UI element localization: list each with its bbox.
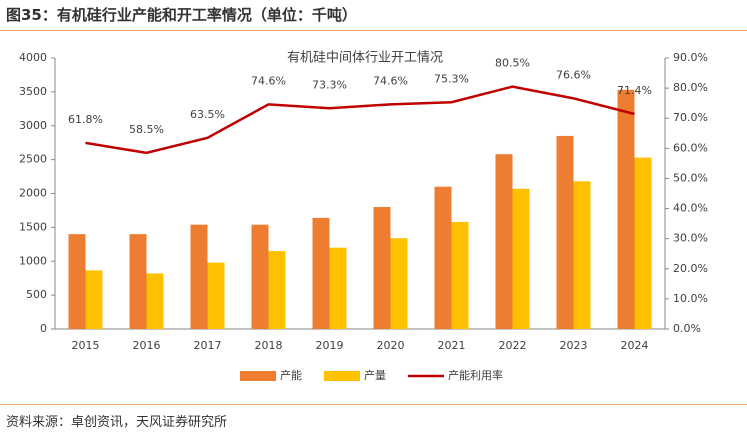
y2-tick-label: 80.0%: [673, 81, 708, 94]
y2-tick-label: 50.0%: [673, 171, 708, 184]
data-label: 80.5%: [495, 57, 530, 70]
bar: [146, 273, 164, 329]
bar: [390, 238, 408, 329]
bar: [373, 207, 391, 329]
x-tick-label: 2022: [499, 339, 527, 352]
header-rule: [0, 30, 747, 31]
bar: [85, 270, 103, 329]
bar: [190, 224, 208, 329]
bar: [495, 154, 513, 329]
figure-title: 图35：有机硅行业产能和开工率情况（单位：千吨）: [6, 6, 357, 24]
x-tick-label: 2023: [560, 339, 588, 352]
data-label: 58.5%: [129, 123, 164, 136]
legend-label: 产量: [364, 368, 386, 382]
x-tick-label: 2015: [72, 339, 100, 352]
bar: [556, 135, 574, 329]
data-label: 74.6%: [251, 74, 286, 87]
y-tick-label: 1000: [19, 254, 47, 267]
y-tick-label: 500: [26, 288, 47, 301]
x-tick-label: 2018: [255, 339, 283, 352]
y-tick-label: 2500: [19, 153, 47, 166]
y2-tick-label: 40.0%: [673, 202, 708, 215]
footer-rule: [0, 404, 747, 405]
y2-tick-label: 0.0%: [673, 322, 701, 335]
bar: [312, 217, 330, 329]
bar: [634, 157, 652, 329]
bar: [251, 224, 269, 329]
data-label: 71.4%: [617, 84, 652, 97]
bar: [512, 188, 530, 329]
y2-tick-label: 90.0%: [673, 51, 708, 64]
bar: [68, 234, 86, 329]
y-tick-label: 4000: [19, 51, 47, 64]
data-label: 75.3%: [434, 72, 469, 85]
data-label: 76.6%: [556, 68, 591, 81]
x-tick-label: 2021: [438, 339, 466, 352]
bar: [268, 251, 286, 329]
y-tick-label: 0: [40, 322, 47, 335]
x-tick-label: 2020: [377, 339, 405, 352]
legend-label: 产能: [280, 368, 302, 382]
bar: [329, 247, 347, 329]
y-tick-label: 2000: [19, 187, 47, 200]
data-label: 63.5%: [190, 108, 225, 121]
y-tick-label: 1500: [19, 220, 47, 233]
x-tick-label: 2019: [316, 339, 344, 352]
legend-swatch: [324, 371, 360, 381]
chart-title: 有机硅中间体行业开工情况: [287, 51, 443, 66]
chart: 有机硅中间体行业开工情况 0 500 1000 1500 2000 2500 3000 350…: [19, 51, 708, 383]
y-tick-label: 3000: [19, 119, 47, 132]
bar: [451, 221, 469, 329]
y2-tick-label: 70.0%: [673, 111, 708, 124]
bar: [573, 181, 591, 329]
bar: [617, 89, 635, 329]
y2-tick-label: 60.0%: [673, 141, 708, 154]
bar: [207, 262, 225, 329]
x-tick-label: 2016: [133, 339, 161, 352]
y2-tick-label: 20.0%: [673, 262, 708, 275]
bar: [434, 186, 452, 329]
data-label: 74.6%: [373, 74, 408, 87]
bar: [129, 234, 147, 329]
legend-swatch: [240, 371, 276, 381]
y-tick-label: 3500: [19, 85, 47, 98]
x-tick-label: 2024: [621, 339, 649, 352]
x-tick-label: 2017: [194, 339, 222, 352]
y2-tick-label: 30.0%: [673, 232, 708, 245]
legend-label: 产能利用率: [448, 368, 503, 382]
y2-tick-label: 10.0%: [673, 292, 708, 305]
line: [85, 85, 635, 155]
source-note: 资料来源：卓创资讯，天风证券研究所: [6, 415, 228, 430]
data-label: 61.8%: [68, 113, 103, 126]
data-label: 73.3%: [312, 78, 347, 91]
